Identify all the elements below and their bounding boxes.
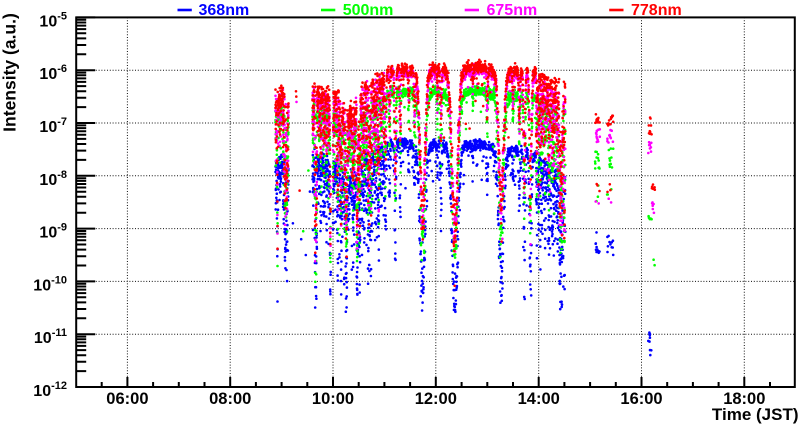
- svg-text:10-12: 10-12: [33, 380, 67, 400]
- svg-text:10-7: 10-7: [39, 116, 67, 136]
- svg-text:12:00: 12:00: [415, 390, 457, 408]
- svg-text:14:00: 14:00: [518, 390, 560, 408]
- svg-text:675nm: 675nm: [487, 2, 538, 19]
- svg-text:10-5: 10-5: [39, 10, 67, 30]
- svg-text:10-8: 10-8: [39, 169, 67, 189]
- svg-text:Intensity (a.u.): Intensity (a.u.): [0, 13, 20, 132]
- svg-text:08:00: 08:00: [209, 390, 251, 408]
- svg-text:06:00: 06:00: [106, 390, 148, 408]
- svg-text:10:00: 10:00: [312, 390, 354, 408]
- svg-text:368nm: 368nm: [199, 2, 250, 19]
- svg-text:500nm: 500nm: [343, 2, 394, 19]
- svg-text:Time (JST): Time (JST): [712, 405, 799, 424]
- svg-text:18:00: 18:00: [723, 390, 765, 408]
- svg-text:778nm: 778nm: [631, 2, 682, 19]
- svg-text:10-6: 10-6: [39, 63, 67, 83]
- svg-text:10-11: 10-11: [34, 327, 67, 347]
- svg-text:10-10: 10-10: [33, 274, 67, 294]
- svg-text:16:00: 16:00: [620, 390, 662, 408]
- svg-text:10-9: 10-9: [39, 222, 67, 242]
